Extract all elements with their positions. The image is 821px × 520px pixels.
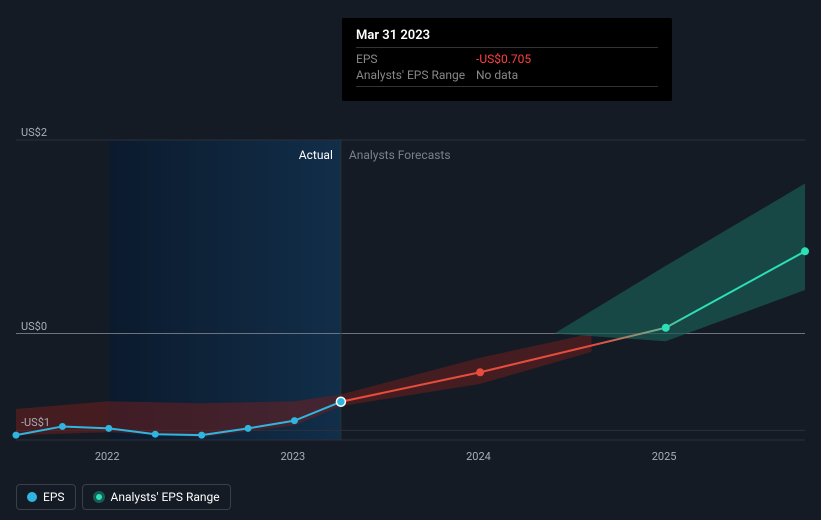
x-axis-label: 2025 [652,450,677,463]
tooltip-value: -US$0.705 [476,52,531,66]
forecast-point[interactable] [662,324,670,332]
legend-item[interactable]: EPS [16,484,76,510]
x-axis-label: 2023 [280,450,305,463]
forecast-point[interactable] [801,247,809,255]
eps-range-positive [554,184,805,342]
tooltip-label: Analysts' EPS Range [356,68,476,82]
chart-legend: EPS Analysts' EPS Range [16,484,231,510]
forecast-point[interactable] [476,368,484,376]
x-axis-label: 2024 [466,450,491,463]
tooltip-label: EPS [356,52,476,66]
tooltip-row: Analysts' EPS RangeNo data [356,68,658,82]
tooltip-row: EPS-US$0.705 [356,52,658,66]
section-label-forecast: Analysts Forecasts [349,148,451,162]
y-axis-label: US$0 [21,320,47,333]
legend-label: Analysts' EPS Range [111,490,220,504]
eps-point[interactable] [105,425,112,432]
legend-item[interactable]: Analysts' EPS Range [82,484,231,510]
highlight-band [109,140,341,440]
x-axis-label: 2022 [95,450,120,463]
eps-point[interactable] [336,397,345,406]
tooltip-value: No data [476,68,518,82]
eps-chart[interactable]: US$2 US$0 -US$1 2022 2023 2024 2025 Actual Analy… [0,0,821,520]
tooltip-title: Mar 31 2023 [356,28,658,43]
eps-point[interactable] [152,431,159,438]
chart-tooltip: Mar 31 2023EPS-US$0.705Analysts' EPS Ran… [342,18,672,101]
eps-point[interactable] [245,425,252,432]
legend-swatch-icon [27,492,37,502]
eps-point[interactable] [13,432,20,439]
eps-point[interactable] [59,423,66,430]
y-axis-label: US$2 [21,126,47,139]
legend-label: EPS [43,490,65,504]
eps-point[interactable] [291,417,298,424]
legend-swatch-range-icon [93,491,105,503]
y-axis-label: -US$1 [21,416,50,429]
section-label-actual: Actual [299,148,333,162]
eps-point[interactable] [198,432,205,439]
